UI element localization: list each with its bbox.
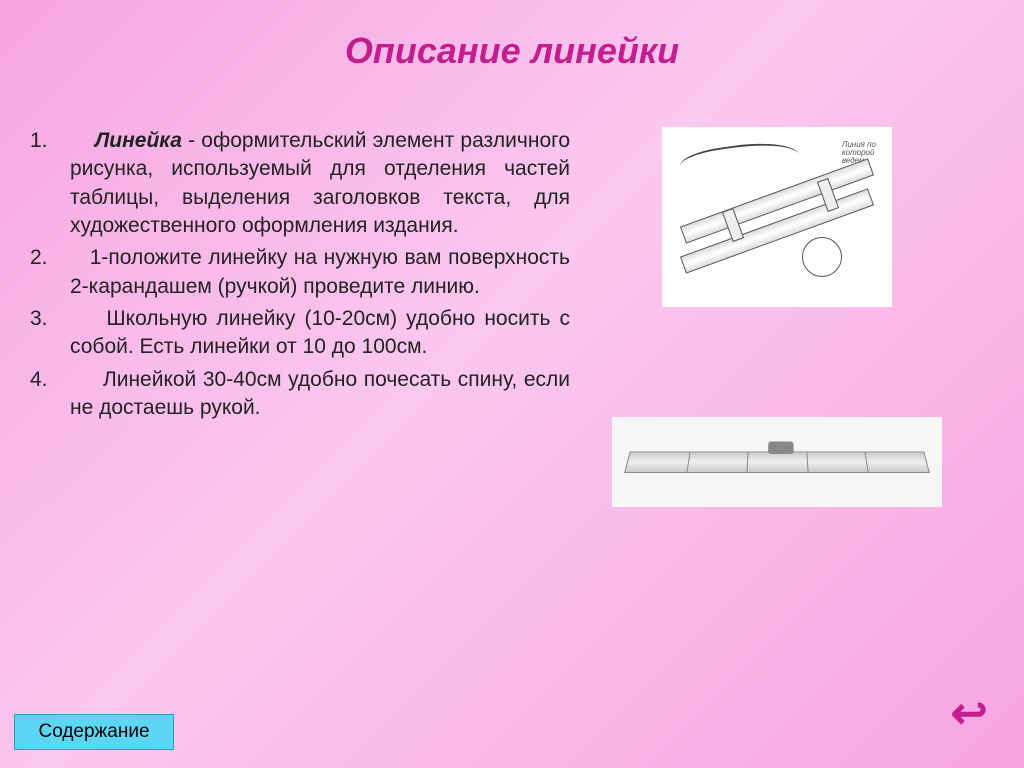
item-body: Линейка - оформительский элемент различн… [70,127,570,240]
item-text: 1-положите линейку на нужную вам поверхн… [70,246,570,297]
content-row: 1. Линейка - оформительский элемент разл… [0,127,1024,507]
item-number: 1. [30,127,70,240]
list-item-2: 2. 1-положите линейку на нужную вам пове… [30,244,570,301]
item-body: Линейкой 30-40см удобно почесать спину, … [70,366,570,423]
illustration-parallel-rulers: Линия покоторойведем [662,127,892,307]
item-number: 4. [30,366,70,423]
term: Линейка [95,129,182,152]
contents-button[interactable]: Содержание [14,714,174,750]
ruler-sketch-icon: Линия покоторойведем [672,137,882,297]
list-item-1: 1. Линейка - оформительский элемент разл… [30,127,570,240]
slide-title: Описание линейки [0,0,1024,72]
item-body: Школьную линейку (10-20см) удобно носить… [70,305,570,362]
list-item-3: 3. Школьную линейку (10-20см) удобно нос… [30,305,570,362]
text-column: 1. Линейка - оформительский элемент разл… [30,127,570,507]
illustration-long-ruler [612,417,942,507]
item-number: 2. [30,244,70,301]
back-button[interactable]: ↩ [944,693,994,733]
item-text: Школьную линейку (10-20см) удобно носить… [70,307,570,358]
item-number: 3. [30,305,70,362]
long-ruler-icon [624,452,930,473]
list-item-4: 4. Линейкой 30-40см удобно почесать спин… [30,366,570,423]
image-column: Линия покоторойведем [570,127,984,507]
item-body: 1-положите линейку на нужную вам поверхн… [70,244,570,301]
item-text: Линейкой 30-40см удобно почесать спину, … [70,368,570,419]
